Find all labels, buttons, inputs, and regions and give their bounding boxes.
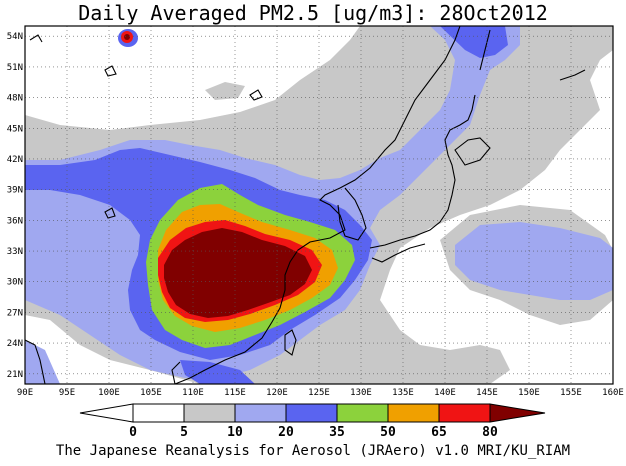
- lon-tick-label: 145E: [476, 388, 498, 398]
- colorbar-tick-label: 80: [482, 425, 498, 440]
- colorbar-tick-label: 10: [227, 425, 243, 440]
- lon-tick-label: 125E: [308, 388, 330, 398]
- lon-tick-label: 120E: [266, 388, 288, 398]
- hokkaido-coastline: [454, 137, 491, 166]
- blue-region-south: [180, 360, 255, 384]
- lon-tick-label: 95E: [59, 388, 75, 398]
- lat-tick-label: 51N: [7, 63, 23, 73]
- lat-tick-label: 45N: [7, 124, 23, 134]
- lake-outline-2: [104, 207, 116, 219]
- colorbar-tick-label: 50: [380, 425, 396, 440]
- colorbar-segment: [183, 403, 236, 423]
- lon-tick-labels: 90E 95E 100E 105E 110E 115E 120E 125E 130E 135E 14…: [17, 388, 624, 398]
- lon-tick-label: 105E: [140, 388, 162, 398]
- colorbar-segment: [336, 403, 389, 423]
- lon-tick-label: 115E: [224, 388, 246, 398]
- lat-tick-label: 24N: [7, 339, 23, 349]
- lake-outline: [249, 89, 263, 101]
- colorbar-tick-label: 5: [180, 425, 188, 440]
- lat-tick-label: 54N: [7, 32, 23, 42]
- lat-tick-label: 27N: [7, 308, 23, 318]
- lat-tick-labels: 21N 24N 27N 30N 33N 36N 39N 42N 45N 48N 51N 54N: [7, 32, 23, 380]
- japan-south-coastline: [371, 243, 426, 263]
- sw-coastline: [25, 339, 46, 384]
- coastlines: [25, 26, 586, 384]
- lat-tick-label: 21N: [7, 370, 23, 380]
- map-title: Daily Averaged PM2.5 [ug/m3]: 28Oct2012: [78, 1, 548, 25]
- lon-tick-label: 100E: [98, 388, 120, 398]
- lon-tick-label: 135E: [392, 388, 414, 398]
- colorbar-tick-label: 35: [329, 425, 345, 440]
- colorbar: 0 5 10 20 35 50 65 80: [79, 403, 546, 440]
- pm25-field: [25, 26, 613, 384]
- colorbar-segment: [387, 403, 440, 423]
- footer-credit: The Japanese Reanalysis for Aerosol (JRA…: [55, 443, 571, 459]
- lon-tick-label: 90E: [17, 388, 33, 398]
- lon-tick-label: 160E: [602, 388, 624, 398]
- colorbar-segment: [438, 403, 491, 423]
- sakhalin-coastline: [479, 29, 491, 71]
- colorbar-above-triangle: [489, 403, 546, 423]
- map-frame: [24, 25, 614, 385]
- china-korea-coastline: [174, 26, 461, 384]
- northwest-outline: [29, 34, 43, 43]
- lon-tick-label: 110E: [182, 388, 204, 398]
- darkred-region: [164, 228, 312, 318]
- lon-tick-label: 155E: [560, 388, 582, 398]
- kamchatka-coastline: [559, 69, 586, 81]
- colorbar-below-triangle: [79, 403, 134, 423]
- lat-tick-label: 42N: [7, 155, 23, 165]
- northwest-outline-2: [104, 65, 117, 77]
- taiwan-coastline: [284, 329, 297, 356]
- lightblue-region-sw: [25, 340, 60, 384]
- philippines-coastline: [171, 361, 181, 384]
- colorbar-segment: [285, 403, 338, 423]
- lon-tick-label: 140E: [434, 388, 456, 398]
- korea-coastline: [337, 187, 367, 241]
- lat-tick-label: 36N: [7, 216, 23, 226]
- lightblue-region-pacific: [455, 222, 613, 300]
- colorbar-segment: [234, 403, 287, 423]
- colorbar-tick-label: 65: [431, 425, 447, 440]
- lat-tick-label: 30N: [7, 278, 23, 288]
- lat-tick-label: 39N: [7, 186, 23, 196]
- colorbar-segment: [132, 403, 185, 423]
- lon-tick-label: 150E: [518, 388, 540, 398]
- lat-tick-label: 33N: [7, 247, 23, 257]
- lon-tick-label: 130E: [350, 388, 372, 398]
- north-hotspot-darkred: [124, 34, 130, 40]
- colorbar-tick-label: 0: [129, 425, 137, 440]
- lat-tick-label: 48N: [7, 94, 23, 104]
- colorbar-tick-label: 20: [278, 425, 294, 440]
- japan-coastline: [369, 94, 476, 249]
